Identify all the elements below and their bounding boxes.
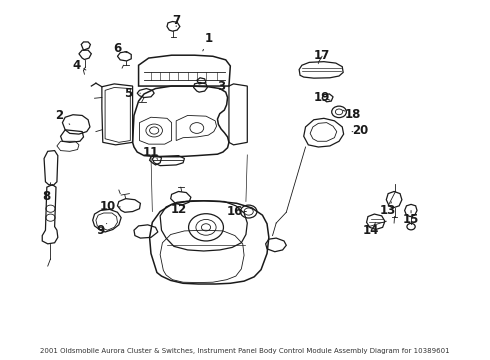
Text: 2: 2 (55, 109, 63, 122)
Text: 1: 1 (204, 32, 212, 45)
Text: 7: 7 (172, 14, 180, 27)
Text: 11: 11 (143, 145, 159, 158)
Text: 10: 10 (99, 201, 116, 213)
Text: 12: 12 (171, 203, 187, 216)
Text: 4: 4 (72, 59, 80, 72)
Text: 8: 8 (43, 190, 51, 203)
Text: 6: 6 (113, 41, 122, 54)
Text: 13: 13 (380, 204, 396, 217)
Text: 16: 16 (227, 205, 243, 218)
Text: 14: 14 (363, 224, 379, 238)
Text: 15: 15 (403, 213, 419, 226)
Text: 9: 9 (97, 224, 105, 238)
Text: 17: 17 (314, 49, 330, 62)
Text: 20: 20 (352, 124, 369, 137)
Text: 19: 19 (314, 91, 330, 104)
Text: 3: 3 (217, 80, 225, 93)
Text: 2001 Oldsmobile Aurora Cluster & Switches, Instrument Panel Body Control Module : 2001 Oldsmobile Aurora Cluster & Switche… (40, 348, 450, 354)
Text: 5: 5 (124, 87, 133, 100)
Text: 18: 18 (344, 108, 361, 121)
